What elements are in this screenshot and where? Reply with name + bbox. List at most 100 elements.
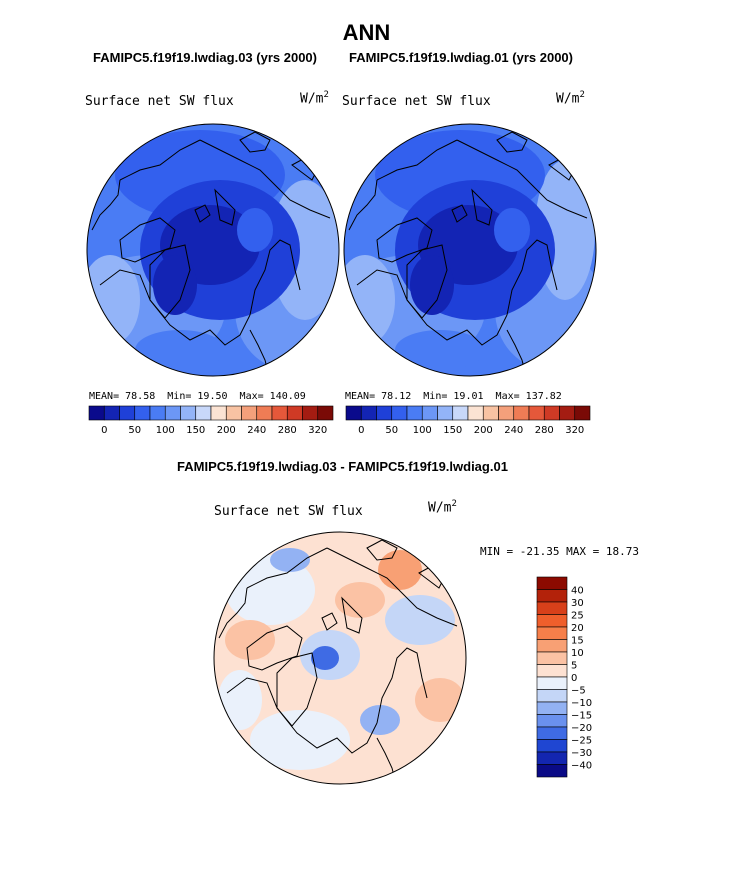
colorbar-right-swatch-3 xyxy=(391,405,408,421)
min-label-left: Min= xyxy=(167,391,192,402)
colorbar-diff-swatch-1 xyxy=(536,589,568,603)
colorbar-diff-swatch-14 xyxy=(536,751,568,765)
colorbar-right-swatch-2 xyxy=(376,405,393,421)
map-right xyxy=(344,124,596,376)
difference-title: FAMIPC5.f19f19.lwdiag.03 - FAMIPC5.f19f1… xyxy=(177,459,508,474)
stats-diff: MIN = -21.35 MAX = 18.73 xyxy=(480,545,639,558)
colorbar-right-swatch-13 xyxy=(543,405,560,421)
colorbar-diff-tick-label: −15 xyxy=(571,711,592,722)
variable-label-left: Surface net SW flux xyxy=(85,94,234,109)
colorbar-left-tick-label: 200 xyxy=(217,425,236,436)
colorbar-right-tick-label: 0 xyxy=(358,425,364,436)
colorbar-diff-tick-label: 30 xyxy=(571,598,584,609)
variable-label-diff: Surface net SW flux xyxy=(214,504,363,519)
colorbar-diff-swatch-6 xyxy=(536,651,568,665)
colorbar-diff-swatch-0 xyxy=(536,576,568,590)
colorbar-left-swatch-11 xyxy=(256,405,273,421)
colorbar-diff-tick-label: −40 xyxy=(571,761,592,772)
colorbar-left-tick-label: 50 xyxy=(128,425,141,436)
colorbar-right-tick-label: 280 xyxy=(535,425,554,436)
colorbar-diff-swatch-4 xyxy=(536,626,568,640)
colorbar-diff-swatch-3 xyxy=(536,614,568,628)
units-label-diff: W/m2 xyxy=(428,499,457,516)
colorbar-right-swatch-1 xyxy=(360,405,377,421)
colorbar-left-swatch-5 xyxy=(164,405,181,421)
colorbar-diff-swatch-12 xyxy=(536,726,568,740)
coastlines-diff xyxy=(218,539,458,781)
colorbar-diff-swatch-2 xyxy=(536,601,568,615)
mean-value-right: 78.12 xyxy=(381,391,412,402)
units-label-left: W/m2 xyxy=(300,90,329,107)
map-left xyxy=(87,124,339,376)
min-value-right: 19.01 xyxy=(453,391,484,402)
colorbar-diff-tick-label: 15 xyxy=(571,636,584,647)
colorbar-left-swatch-12 xyxy=(271,405,288,421)
min-label-right: Min= xyxy=(423,391,448,402)
colorbar-left-swatch-13 xyxy=(286,405,303,421)
map-left-border xyxy=(86,123,340,377)
colorbar-diff-tick-label: 40 xyxy=(571,586,584,597)
case-title-right: FAMIPC5.f19f19.lwdiag.01 (yrs 2000) xyxy=(349,50,573,65)
colorbar-left-tick-label: 0 xyxy=(101,425,107,436)
colorbar-left-swatch-15 xyxy=(317,405,334,421)
stats-left: MEAN= 78.58 Min= 19.50 Max= 140.09 xyxy=(89,391,306,402)
colorbar-left-tick-label: 100 xyxy=(156,425,175,436)
mean-label-left: MEAN= xyxy=(89,391,120,402)
mean-value-left: 78.58 xyxy=(125,391,156,402)
colorbar-left-swatch-7 xyxy=(195,405,212,421)
colorbar-left-swatch-2 xyxy=(119,405,136,421)
map-right-border xyxy=(343,123,597,377)
units-label-right: W/m2 xyxy=(556,90,585,107)
colorbar-diff-tick-label: −30 xyxy=(571,748,592,759)
colorbar-right-swatch-9 xyxy=(482,405,499,421)
colorbar-right-swatch-8 xyxy=(467,405,484,421)
mean-label-right: MEAN= xyxy=(345,391,376,402)
colorbar-right-tick-label: 200 xyxy=(474,425,493,436)
max-label-right: Max= xyxy=(495,391,520,402)
colorbar-right-swatch-10 xyxy=(498,405,515,421)
coastlines-left xyxy=(91,131,331,373)
colorbar-left-swatch-9 xyxy=(225,405,242,421)
case-title-left: FAMIPC5.f19f19.lwdiag.03 (yrs 2000) xyxy=(93,50,317,65)
colorbar-diff-swatch-10 xyxy=(536,701,568,715)
colorbar-diff-swatch-8 xyxy=(536,676,568,690)
colorbar-diff-swatch-11 xyxy=(536,714,568,728)
colorbar-diff-swatch-7 xyxy=(536,664,568,678)
colorbar-right-tick-label: 240 xyxy=(504,425,523,436)
colorbar-left-swatch-6 xyxy=(180,405,197,421)
stats-right: MEAN= 78.12 Min= 19.01 Max= 137.82 xyxy=(345,391,562,402)
max-value-left: 140.09 xyxy=(269,391,306,402)
colorbar-diff-tick-label: −5 xyxy=(571,686,586,697)
colorbar-left-tick-label: 320 xyxy=(308,425,327,436)
colorbar-diff-tick-label: 0 xyxy=(571,673,577,684)
colorbar-left-swatch-1 xyxy=(103,405,120,421)
colorbar-diff-swatch-13 xyxy=(536,739,568,753)
min-value-left: 19.50 xyxy=(197,391,228,402)
colorbar-left-tick-label: 150 xyxy=(186,425,205,436)
colorbar-right-swatch-14 xyxy=(559,405,576,421)
colorbar-diff-swatch-5 xyxy=(536,639,568,653)
colorbar-diff-tick-label: −10 xyxy=(571,698,592,709)
colorbar-diff-tick-label: 10 xyxy=(571,648,584,659)
colorbar-right-swatch-11 xyxy=(513,405,530,421)
colorbar-left-tick-label: 280 xyxy=(278,425,297,436)
plot-title: ANN xyxy=(342,20,391,45)
colorbar-left-swatch-10 xyxy=(241,405,258,421)
colorbar-diff-tick-label: −20 xyxy=(571,723,592,734)
max-label-left: Max= xyxy=(239,391,264,402)
colorbar-right-swatch-15 xyxy=(574,405,591,421)
colorbar-right: 0 50 100 150 200 240 280 320 xyxy=(345,405,591,436)
coastlines-right xyxy=(348,131,588,373)
colorbar-right-swatch-4 xyxy=(406,405,423,421)
colorbar-diff-swatch-9 xyxy=(536,689,568,703)
variable-label-right: Surface net SW flux xyxy=(342,94,491,109)
colorbar-left-swatch-4 xyxy=(149,405,166,421)
colorbar-diff-tick-label: 5 xyxy=(571,661,577,672)
colorbar-diff-tick-label: −25 xyxy=(571,736,592,747)
colorbar-diff-tick-label: 20 xyxy=(571,623,584,634)
colorbar-right-swatch-7 xyxy=(452,405,469,421)
colorbar-left: 0 50 100 150 200 240 280 320 xyxy=(88,405,334,436)
colorbar-diff-tick-label: 25 xyxy=(571,611,584,622)
